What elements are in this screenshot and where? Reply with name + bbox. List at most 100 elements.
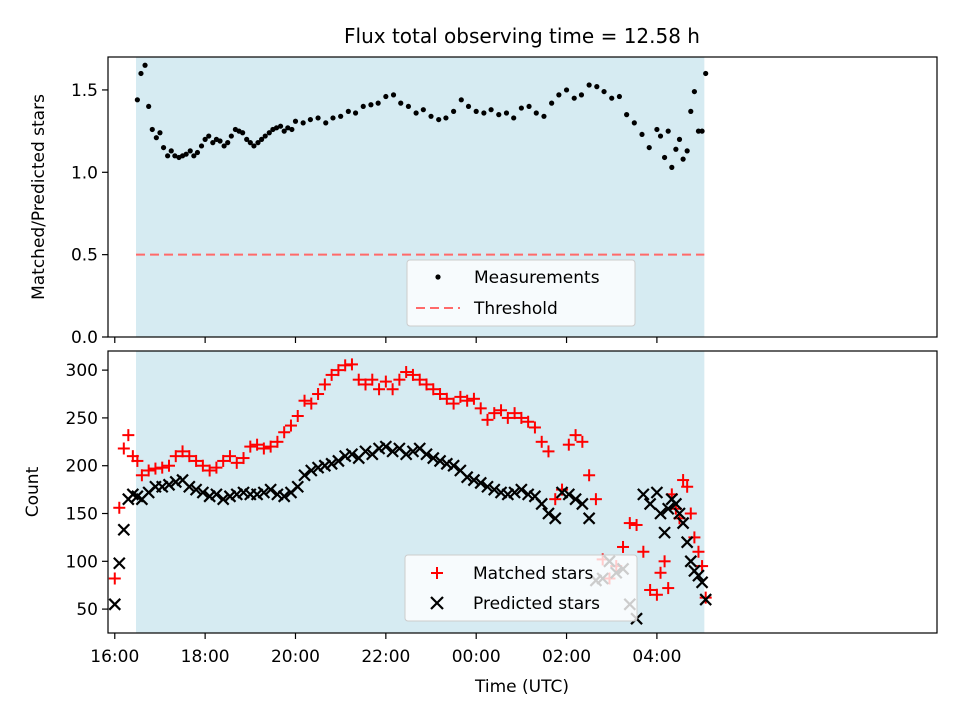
top-legend: Measurements Threshold <box>406 259 636 327</box>
matched-star-point <box>549 493 562 506</box>
x-tick-label: 20:00 <box>271 647 320 667</box>
legend-threshold-label: Threshold <box>473 299 558 319</box>
predicted-star-point <box>474 476 487 490</box>
measurement-point <box>240 130 246 136</box>
measurement-point <box>563 87 570 93</box>
predicted-star-point <box>684 555 698 568</box>
matched-star-point <box>117 442 130 455</box>
matched-star-point <box>169 450 182 463</box>
measurement-point <box>191 153 197 159</box>
measurement-point <box>383 93 389 100</box>
predicted-star-point <box>332 454 345 468</box>
measurement-point <box>541 113 547 119</box>
matched-star-point <box>406 368 419 381</box>
measurement-point <box>202 136 208 142</box>
predicted-star-point <box>399 447 413 461</box>
predicted-star-point <box>569 492 582 506</box>
predicted-star-point <box>345 447 359 461</box>
measurement-point <box>194 149 201 156</box>
matched-star-point <box>271 435 284 448</box>
predicted-star-point <box>515 483 528 496</box>
matched-star-point <box>217 454 230 467</box>
x-tick-label: 22:00 <box>361 647 410 667</box>
matched-star-point <box>257 442 270 455</box>
measurement-point <box>661 154 668 161</box>
predicted-star-point <box>487 483 501 496</box>
predicted-star-point <box>264 483 277 496</box>
measurement-point <box>526 103 532 110</box>
matched-star-point <box>692 545 705 558</box>
matched-star-point <box>142 464 155 477</box>
matched-star-point <box>684 507 697 520</box>
measurement-point <box>157 130 163 136</box>
measurement-point <box>571 95 577 101</box>
matched-star-point <box>318 378 331 391</box>
predicted-star-point <box>420 447 433 461</box>
matched-star-point <box>332 364 345 377</box>
predicted-star-point <box>216 492 230 506</box>
measurement-point <box>518 105 524 111</box>
measurement-point <box>688 108 694 114</box>
matched-star-point <box>284 419 297 432</box>
predicted-star-point <box>379 440 393 453</box>
measurement-point <box>375 100 381 106</box>
x-tick-label: 04:00 <box>632 647 681 667</box>
predicted-star-point <box>467 473 481 487</box>
matched-star-point <box>312 388 325 401</box>
measurement-point <box>578 92 585 98</box>
predicted-star-point <box>680 535 694 549</box>
matched-star-point <box>630 518 643 531</box>
matched-star-point <box>244 440 257 453</box>
matched-star-point <box>467 392 480 405</box>
measurement-point <box>503 110 510 116</box>
matched-star-point <box>196 459 209 472</box>
matched-star-point <box>589 493 602 506</box>
measurement-point <box>665 128 671 134</box>
matched-star-point <box>515 411 528 424</box>
measurement-point <box>691 88 697 95</box>
predicted-star-point <box>117 523 131 537</box>
measurement-point <box>149 126 155 133</box>
measurement-point <box>221 143 227 149</box>
predicted-star-point <box>183 480 196 494</box>
measurement-point <box>225 140 231 146</box>
measurement-point <box>390 92 397 98</box>
measurement-point <box>676 136 683 142</box>
y-tick-label: 0.0 <box>71 328 98 348</box>
predicted-star-point <box>210 488 223 501</box>
bottom-x-ticks: 16:00 18:00 20:00 22:00 00:00 02:00 04:00 <box>90 633 681 667</box>
measurement-point <box>315 115 321 121</box>
predicted-star-point <box>548 512 562 525</box>
matched-star-point <box>542 445 555 458</box>
measurement-point <box>669 164 675 170</box>
y-tick-label: 150 <box>66 505 98 525</box>
matched-star-point <box>644 583 657 596</box>
matched-star-point <box>495 404 508 417</box>
measurement-point <box>398 100 404 106</box>
y-tick-label: 100 <box>66 552 98 572</box>
matched-star-point <box>528 421 541 434</box>
matched-star-point <box>447 397 460 410</box>
predicted-star-point <box>673 507 686 520</box>
matched-star-point <box>650 588 663 601</box>
matched-star-point <box>501 411 514 424</box>
matched-star-point <box>583 469 596 482</box>
matched-star-point <box>203 464 216 477</box>
top-x-ticks <box>114 337 658 343</box>
measurement-point <box>146 103 152 110</box>
predicted-star-point <box>699 593 712 606</box>
measurement-point <box>496 112 502 118</box>
matched-star-point <box>162 459 175 472</box>
top-panel: 0.0 0.5 1.0 1.5 Matched/Predicted stars Mea… <box>29 56 938 348</box>
predicted-star-point <box>433 454 447 468</box>
measurement-point <box>300 120 306 126</box>
predicted-star-point <box>305 464 318 477</box>
measurement-point <box>338 113 344 119</box>
matched-star-point <box>298 394 311 407</box>
measurement-point <box>405 103 412 110</box>
legend-matched-marker <box>431 567 443 579</box>
measurement-point <box>134 97 140 103</box>
matched-star-point <box>662 582 675 595</box>
matched-star-point <box>461 394 474 407</box>
matched-star-point <box>427 383 440 396</box>
